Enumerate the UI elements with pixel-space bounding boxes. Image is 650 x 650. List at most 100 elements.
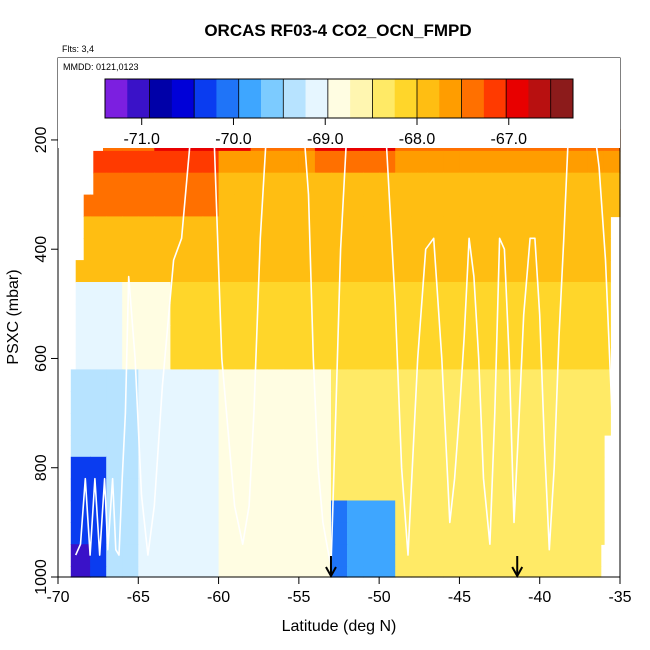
colorbar-swatch (506, 79, 529, 118)
heatmap-cell (90, 260, 107, 283)
heatmap-cell (395, 391, 412, 414)
heatmap-cell (347, 238, 364, 261)
heatmap-cell (186, 347, 204, 370)
y-tick-label: 800 (33, 454, 50, 481)
heatmap-cell (491, 325, 509, 349)
heatmap-cell (411, 260, 428, 283)
heatmap-cell (298, 150, 316, 174)
heatmap-cell (331, 544, 348, 567)
heatmap-cell (282, 435, 300, 458)
heatmap-cell (443, 260, 461, 283)
heatmap-cell (587, 216, 605, 239)
colorbar-swatch (350, 79, 373, 118)
heatmap-cell (266, 435, 284, 458)
heatmap-cell (523, 478, 541, 502)
heatmap-cell (234, 413, 252, 436)
heatmap-cell (491, 282, 509, 305)
heatmap-cell (298, 282, 316, 305)
heatmap-cell (90, 347, 107, 370)
heatmap-cell (90, 325, 107, 349)
heatmap-cell (266, 216, 284, 239)
heatmap-cell (395, 522, 412, 545)
heatmap-cell (266, 522, 284, 545)
heatmap-cell (186, 456, 204, 480)
heatmap-cell (443, 194, 461, 218)
heatmap-cell (314, 172, 332, 196)
heatmap-cell (138, 172, 155, 196)
heatmap-cell (539, 172, 557, 196)
heatmap-cell (571, 347, 589, 370)
heatmap-cell (555, 282, 573, 305)
heatmap-cell (491, 522, 509, 545)
heatmap-cell (106, 347, 123, 370)
heatmap-cell (523, 413, 541, 436)
heatmap-cell (170, 347, 188, 370)
heatmap-cell (443, 369, 461, 392)
heatmap-cell (122, 413, 139, 436)
heatmap-cell (491, 456, 509, 480)
heatmap-cell (90, 456, 107, 480)
heatmap-cell (587, 522, 605, 545)
heatmap-cell (363, 456, 380, 480)
heatmap-cell (250, 435, 268, 458)
heatmap-cell (106, 413, 123, 436)
heatmap-cell (491, 435, 509, 458)
heatmap-cell (523, 194, 541, 218)
heatmap-cell (298, 194, 316, 218)
heatmap-cell (266, 478, 284, 502)
heatmap-cell (186, 369, 204, 392)
heatmap-cell (106, 456, 123, 480)
heatmap-cell (138, 194, 155, 218)
heatmap-cell (523, 216, 541, 239)
heatmap-cell (347, 150, 364, 174)
heatmap-cell (106, 325, 123, 349)
heatmap-cell (363, 347, 380, 370)
heatmap-cell (186, 544, 204, 567)
heatmap-cell (331, 456, 348, 480)
heatmap-cell (539, 544, 557, 567)
heatmap-cell (475, 282, 493, 305)
heatmap-cell (154, 413, 171, 436)
heatmap-cell (331, 391, 348, 414)
heatmap-cell (186, 413, 204, 436)
heatmap-cell (170, 435, 188, 458)
heatmap-cell (266, 369, 284, 392)
heatmap-cell (234, 150, 252, 174)
heatmap-cell (234, 260, 252, 283)
heatmap-cell (363, 194, 380, 218)
heatmap-cell (571, 566, 589, 578)
heatmap-cell (218, 282, 236, 305)
heatmap-cell (379, 194, 396, 218)
heatmap-cell (379, 478, 396, 502)
heatmap-cell (106, 435, 123, 458)
heatmap-cell (234, 347, 252, 370)
heatmap-cell (571, 172, 589, 196)
arrow-head (325, 566, 337, 579)
heatmap-cell (298, 325, 316, 349)
heatmap-cell (122, 216, 139, 239)
heatmap-cell (298, 369, 316, 392)
heatmap-cell (491, 260, 509, 283)
heatmap-cell (523, 544, 541, 567)
heatmap-cell (427, 347, 444, 370)
heatmap-cell (218, 566, 236, 578)
heatmap-cell (459, 500, 477, 523)
heatmap-cell (587, 172, 605, 196)
heatmap-cell (507, 216, 525, 239)
heatmap-cell (587, 238, 605, 261)
heatmap-cell (587, 282, 605, 305)
heatmap-cell (298, 260, 316, 283)
heatmap-cell (170, 544, 188, 567)
heatmap-cell (555, 391, 573, 414)
heatmap-cell (475, 544, 493, 567)
heatmap-cell (347, 325, 364, 349)
heatmap-cell (250, 456, 268, 480)
heatmap-cell (587, 566, 602, 578)
arrow-markers (325, 556, 524, 579)
heatmap-cell (555, 566, 573, 578)
heatmap-cell (347, 260, 364, 283)
heatmap-cell (555, 172, 573, 196)
heatmap-cell (587, 478, 605, 502)
heatmap-cell (491, 369, 509, 392)
